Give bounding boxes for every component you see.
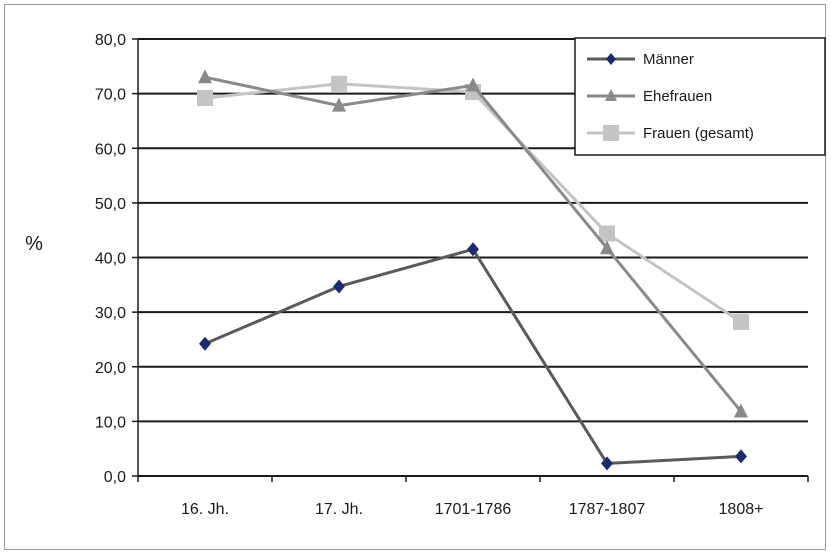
y-tick-label: 50,0 (95, 196, 126, 213)
x-tick-label: 1701-1786 (435, 501, 512, 518)
data-point-square (733, 313, 749, 330)
data-point-triangle (600, 240, 614, 255)
x-tick-label: 16. Jh. (181, 501, 229, 518)
data-point-square (599, 225, 615, 242)
y-tick-label: 30,0 (95, 305, 126, 322)
data-point-diamond (333, 279, 345, 294)
y-tick-label: 80,0 (95, 32, 126, 49)
data-point-diamond (606, 53, 616, 65)
legend: Männer Ehefrauen Frauen (gesamt) (574, 37, 826, 156)
data-point-diamond (467, 242, 479, 257)
series-m-nner (199, 242, 747, 471)
data-point-triangle (332, 97, 346, 112)
data-point-triangle (198, 69, 212, 84)
y-tick-label: 40,0 (95, 251, 126, 268)
data-point-triangle (734, 403, 748, 418)
legend-item: Ehefrauen (587, 88, 712, 105)
series-ehefrauen (198, 69, 748, 418)
y-tick-label: 10,0 (95, 414, 126, 431)
legend-item: Männer (587, 51, 694, 68)
axes (132, 38, 809, 482)
data-point-diamond (199, 336, 211, 351)
x-tick-label: 1808+ (719, 501, 764, 518)
series-frauen-gesamt- (197, 75, 749, 330)
legend-item: Frauen (gesamt) (587, 125, 754, 142)
x-tick-labels: 16. Jh. 17. Jh. 1701-1786 1787-1807 1808+ (181, 501, 763, 518)
legend-label: Frauen (gesamt) (643, 125, 754, 142)
y-tick-labels: 0,0 10,0 20,0 30,0 40,0 50,0 60,0 70,0 80,0 (95, 32, 126, 486)
series-group (197, 69, 749, 471)
data-point-square (197, 89, 213, 106)
data-point-square (603, 125, 619, 141)
data-point-diamond (601, 456, 613, 471)
x-tick-label: 1787-1807 (569, 501, 646, 518)
legend-label: Ehefrauen (643, 88, 712, 105)
data-point-diamond (735, 449, 747, 464)
y-axis-label: % (25, 233, 43, 255)
y-tick-label: 70,0 (95, 87, 126, 104)
x-tick-label: 17. Jh. (315, 501, 363, 518)
y-tick-label: 0,0 (104, 469, 126, 486)
legend-label: Männer (643, 51, 694, 68)
data-point-square (331, 75, 347, 92)
data-point-triangle (466, 77, 480, 92)
data-point-triangle (605, 89, 617, 101)
y-tick-label: 60,0 (95, 141, 126, 158)
y-tick-label: 20,0 (95, 360, 126, 377)
series-line (204, 247, 742, 465)
